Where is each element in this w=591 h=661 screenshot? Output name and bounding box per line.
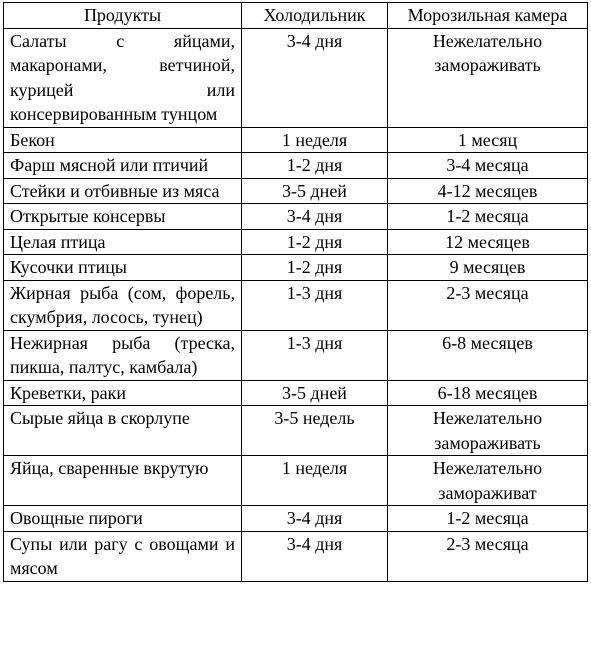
table-header-row: Продукты Холодильник Морозильная камера	[3, 2, 588, 29]
table-row: Стейки и отбивные из мяса 3-5 дней 4-12 …	[3, 177, 588, 204]
fridge-cell: 3-5 дней	[241, 177, 388, 204]
table-row: Салаты с яйцами, макаронами, ветчиной, к…	[3, 27, 588, 128]
freezer-cell: 1-2 месяца	[387, 203, 588, 230]
fridge-cell: 1-2 дня	[241, 228, 388, 255]
product-cell: Супы или рагу с овощами и мясом	[3, 530, 242, 582]
header-fridge: Холодильник	[241, 2, 388, 29]
table-row: Целая птица 1-2 дня 12 месяцев	[3, 228, 588, 255]
product-cell: Креветки, раки	[3, 379, 242, 406]
fridge-cell: 3-4 дня	[241, 203, 388, 230]
table-row: Нежирная рыба (треска, пикша, палтус, ка…	[3, 329, 588, 381]
freezer-cell: 4-12 месяцев	[387, 177, 588, 204]
fridge-cell: 3-4 дня	[241, 530, 388, 582]
fridge-cell: 1-3 дня	[241, 279, 388, 331]
product-cell: Фарш мясной или птичий	[3, 152, 242, 179]
fridge-cell: 1 неделя	[241, 126, 388, 153]
table-row: Жирная рыба (сом, форель, скумбрия, лосо…	[3, 279, 588, 331]
fridge-cell: 1-3 дня	[241, 329, 388, 381]
product-cell: Яйца, сваренные вкрутую	[3, 455, 242, 506]
table-row: Бекон 1 неделя 1 месяц	[3, 126, 588, 153]
product-cell: Жирная рыба (сом, форель, скумбрия, лосо…	[3, 279, 242, 331]
freezer-cell: Нежелательно замораживат	[387, 455, 588, 506]
table-row: Фарш мясной или птичий 1-2 дня 3-4 месяц…	[3, 152, 588, 179]
fridge-cell: 3-4 дня	[241, 27, 388, 128]
table-row: Супы или рагу с овощами и мясом 3-4 дня …	[3, 530, 588, 582]
freezer-cell: 6-8 месяцев	[387, 329, 588, 381]
table-row: Открытые консервы 3-4 дня 1-2 месяца	[3, 203, 588, 230]
freezer-cell: Нежелательно замораживать	[387, 405, 588, 456]
header-products: Продукты	[3, 2, 242, 29]
table-row: Сырые яйца в скорлупе 3-5 недель Нежелат…	[3, 405, 588, 456]
fridge-cell: 1-2 дня	[241, 152, 388, 179]
product-cell: Салаты с яйцами, макаронами, ветчиной, к…	[3, 27, 242, 128]
fridge-cell: 3-5 недель	[241, 405, 388, 456]
fridge-cell: 1 неделя	[241, 455, 388, 506]
product-cell: Нежирная рыба (треска, пикша, палтус, ка…	[3, 329, 242, 381]
header-freezer: Морозильная камера	[387, 2, 588, 29]
freezer-cell: 2-3 месяца	[387, 279, 588, 331]
fridge-cell: 3-5 дней	[241, 379, 388, 406]
freezer-cell: Нежелательно замораживать	[387, 27, 588, 128]
product-cell: Целая птица	[3, 228, 242, 255]
fridge-cell: 1-2 дня	[241, 254, 388, 281]
fridge-cell: 3-4 дня	[241, 505, 388, 532]
freezer-cell: 1-2 месяца	[387, 505, 588, 532]
product-cell: Овощные пироги	[3, 505, 242, 532]
freezer-cell: 6-18 месяцев	[387, 379, 588, 406]
freezer-cell: 2-3 месяца	[387, 530, 588, 582]
freezer-cell: 1 месяц	[387, 126, 588, 153]
freezer-cell: 3-4 месяца	[387, 152, 588, 179]
table-row: Кусочки птицы 1-2 дня 9 месяцев	[3, 254, 588, 281]
product-cell: Сырые яйца в скорлупе	[3, 405, 242, 456]
freezer-cell: 12 месяцев	[387, 228, 588, 255]
table-row: Яйца, сваренные вкрутую 1 неделя Нежелат…	[3, 455, 588, 506]
storage-table: Продукты Холодильник Морозильная камера …	[3, 2, 588, 582]
table-row: Овощные пироги 3-4 дня 1-2 месяца	[3, 505, 588, 532]
freezer-cell: 9 месяцев	[387, 254, 588, 281]
product-cell: Стейки и отбивные из мяса	[3, 177, 242, 204]
table-row: Креветки, раки 3-5 дней 6-18 месяцев	[3, 379, 588, 406]
product-cell: Открытые консервы	[3, 203, 242, 230]
product-cell: Кусочки птицы	[3, 254, 242, 281]
product-cell: Бекон	[3, 126, 242, 153]
